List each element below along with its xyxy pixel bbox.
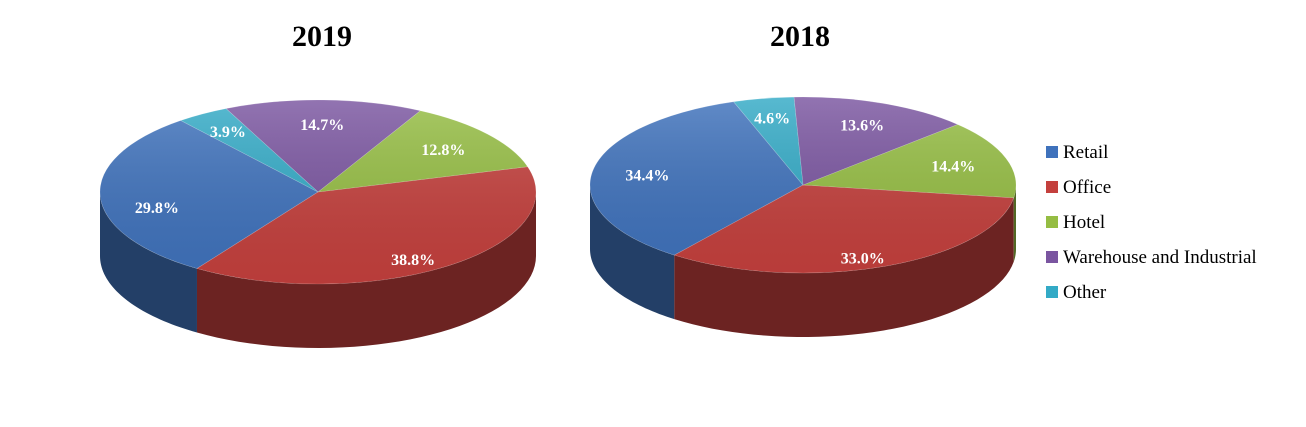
data-label-hotel: 12.8% — [421, 142, 465, 159]
pie-2019: 2019 29.8% 38.8% 12.8% 14.7% 3.9% — [99, 20, 537, 348]
legend-swatch-office — [1046, 181, 1058, 193]
pie-side-office — [196, 192, 537, 348]
data-label-retail: 29.8% — [135, 200, 179, 217]
pie-side-hotel — [1013, 185, 1016, 262]
legend-item-retail: Retail — [1046, 142, 1108, 163]
legend-swatch-retail — [1046, 146, 1058, 158]
legend-swatch-hotel — [1046, 216, 1058, 228]
data-label-hotel: 14.4% — [931, 158, 975, 175]
legend-swatch-other — [1046, 286, 1058, 298]
data-label-warehouse: 14.7% — [300, 117, 344, 134]
pie-side-retail — [100, 192, 197, 333]
legend-label-other: Other — [1063, 282, 1107, 303]
pie-top-shading — [590, 97, 1016, 273]
legend-label-warehouse: Warehouse and Industrial — [1063, 247, 1257, 268]
legend: Retail Office Hotel Warehouse and Indust… — [1046, 142, 1257, 303]
legend-item-other: Other — [1046, 282, 1107, 303]
legend-swatch-warehouse — [1046, 251, 1058, 263]
pie-2018: 2018 34.4% 33.0% 14.4% 13.6% 4.6% — [589, 20, 1017, 337]
legend-item-office: Office — [1046, 177, 1111, 198]
pie-side-office — [674, 197, 1014, 337]
pie-side-retail — [590, 185, 675, 320]
legend-label-office: Office — [1063, 177, 1111, 198]
data-label-office: 38.8% — [391, 252, 435, 269]
legend-label-retail: Retail — [1063, 142, 1108, 163]
data-label-office: 33.0% — [841, 250, 885, 267]
legend-item-warehouse: Warehouse and Industrial — [1046, 247, 1257, 268]
data-label-other: 4.6% — [754, 111, 790, 128]
data-label-retail: 34.4% — [625, 168, 669, 185]
pie-top-shading — [100, 100, 536, 284]
pie-title-2019: 2019 — [292, 20, 352, 53]
pie-title-2018: 2018 — [770, 20, 830, 53]
data-label-warehouse: 13.6% — [840, 118, 884, 135]
data-label-other: 3.9% — [210, 124, 246, 141]
legend-label-hotel: Hotel — [1063, 212, 1105, 233]
legend-item-hotel: Hotel — [1046, 212, 1105, 233]
